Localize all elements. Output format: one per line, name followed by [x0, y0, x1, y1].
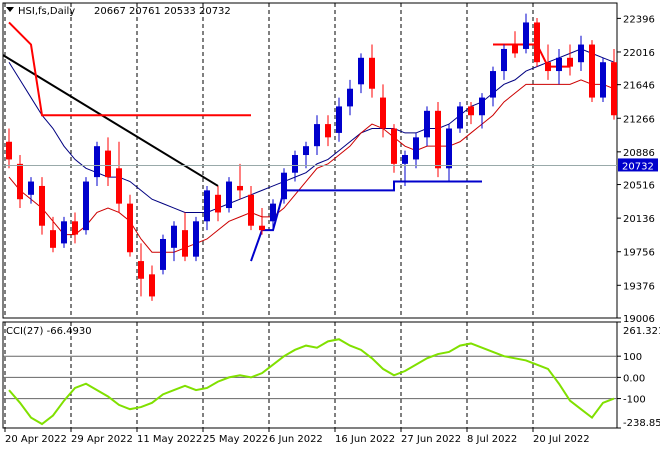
candle-body	[303, 146, 309, 156]
candle-body	[567, 57, 573, 67]
candle-body	[83, 181, 89, 231]
candle-body	[17, 163, 23, 200]
candle-body	[237, 185, 243, 191]
x-tick-label: 11 May 2022	[137, 434, 202, 445]
x-tick-label: 29 Apr 2022	[71, 434, 133, 445]
candle-body	[369, 57, 375, 89]
candle-body	[105, 150, 111, 178]
x-axis: 20 Apr 2022 29 Apr 2022 11 May 2022 25 May …	[4, 428, 590, 445]
cci-line	[8, 338, 615, 426]
y-tick-label: 19376	[623, 281, 655, 292]
y-tick-label: 20886	[623, 148, 655, 159]
candle-body	[149, 274, 155, 297]
x-tick-label: 20 Apr 2022	[5, 434, 67, 445]
candle-body	[193, 221, 199, 257]
ma-fast-line	[8, 79, 615, 253]
price-frame	[2, 2, 618, 319]
cci-y-tick-label: -100	[623, 395, 646, 406]
candle-body	[259, 225, 265, 231]
cci-y-tick-label: 0.00	[623, 373, 645, 384]
candle-body	[94, 146, 100, 178]
candle-body	[61, 221, 67, 244]
candle-body	[501, 48, 507, 72]
ma-slow-line	[8, 48, 615, 213]
candle-body	[116, 168, 122, 204]
candle-body	[457, 106, 463, 129]
candle-body	[204, 190, 210, 222]
last-price-box	[618, 158, 658, 172]
candle-body	[589, 44, 595, 98]
cci-frame	[2, 321, 618, 429]
cci-y-tick-label: 100	[623, 352, 642, 363]
candle-body	[611, 62, 617, 116]
candle-body	[50, 230, 56, 248]
x-tick-label: 6 Jun 2022	[269, 434, 323, 445]
candle-body	[556, 57, 562, 72]
candle-body	[358, 57, 364, 85]
chart-header-symbol: HSI,fs,Daily	[18, 6, 75, 17]
x-tick-label: 8 Jul 2022	[467, 434, 517, 445]
chart-header-ohlc: 20667 20761 20533 20732	[94, 6, 231, 17]
candle-body	[391, 128, 397, 164]
x-tick-label: 16 Jun 2022	[335, 434, 395, 445]
candle-body	[72, 221, 78, 235]
y-tick-label: 21266	[623, 114, 655, 125]
candle-body	[600, 62, 606, 98]
candle-body	[325, 124, 331, 138]
candle-body	[545, 62, 551, 72]
y-tick-label: 19756	[623, 248, 655, 259]
cci-y-tick-label: -238.856	[623, 418, 660, 429]
candle-body	[523, 22, 529, 49]
candle-body	[226, 181, 232, 209]
candle-body	[270, 203, 276, 222]
candle-body	[215, 194, 221, 213]
y-tick-label: 22396	[623, 14, 655, 25]
candle-body	[479, 97, 485, 116]
candle-body	[413, 137, 419, 160]
y-tick-label: 22016	[623, 48, 655, 59]
candle-body	[292, 155, 298, 173]
candle-body	[248, 194, 254, 226]
candle-body	[281, 172, 287, 200]
candle-body	[380, 97, 386, 129]
candle-body	[39, 185, 45, 226]
x-tick-label: 27 Jun 2022	[401, 434, 461, 445]
candle-body	[160, 238, 166, 270]
cci-y-tick-label: 261.3217	[623, 326, 660, 337]
x-tick-label: 20 Jul 2022	[533, 434, 590, 445]
candle-body	[490, 71, 496, 98]
cci-panel: 261.3217 100 0.00 -100 -238.856	[2, 321, 660, 429]
y-tick-label: 19006	[623, 314, 655, 325]
cci-label: CCI(27) -66.4930	[6, 326, 92, 337]
candle-body	[347, 88, 353, 107]
candle-body	[424, 110, 430, 138]
y-tick-label: 20516	[623, 181, 655, 192]
price-panel: 22396 22016 21646 21266 20886 20516 20136 19756…	[2, 2, 658, 325]
y-tick-label: 21646	[623, 81, 655, 92]
candle-body	[171, 225, 177, 248]
candle-body	[28, 181, 34, 195]
candle-body	[127, 203, 133, 253]
candle-body	[435, 110, 441, 169]
candle-body	[578, 44, 584, 63]
candle-body	[468, 106, 474, 116]
last-price-label: 20732	[622, 161, 654, 172]
trendline	[2, 54, 219, 187]
resistance-line-1	[8, 21, 251, 117]
candle-body	[446, 128, 452, 169]
candle-body	[138, 261, 144, 279]
candle-body	[336, 106, 342, 133]
candle-body	[182, 230, 188, 257]
candle-body	[512, 44, 518, 54]
candle-body	[402, 155, 408, 164]
candle-body	[6, 141, 12, 160]
x-tick-label: 25 May 2022	[203, 434, 268, 445]
menu-triangle-icon	[6, 7, 14, 12]
candle-body	[534, 22, 540, 63]
y-tick-label: 20136	[623, 214, 655, 225]
candle-body	[314, 124, 320, 147]
